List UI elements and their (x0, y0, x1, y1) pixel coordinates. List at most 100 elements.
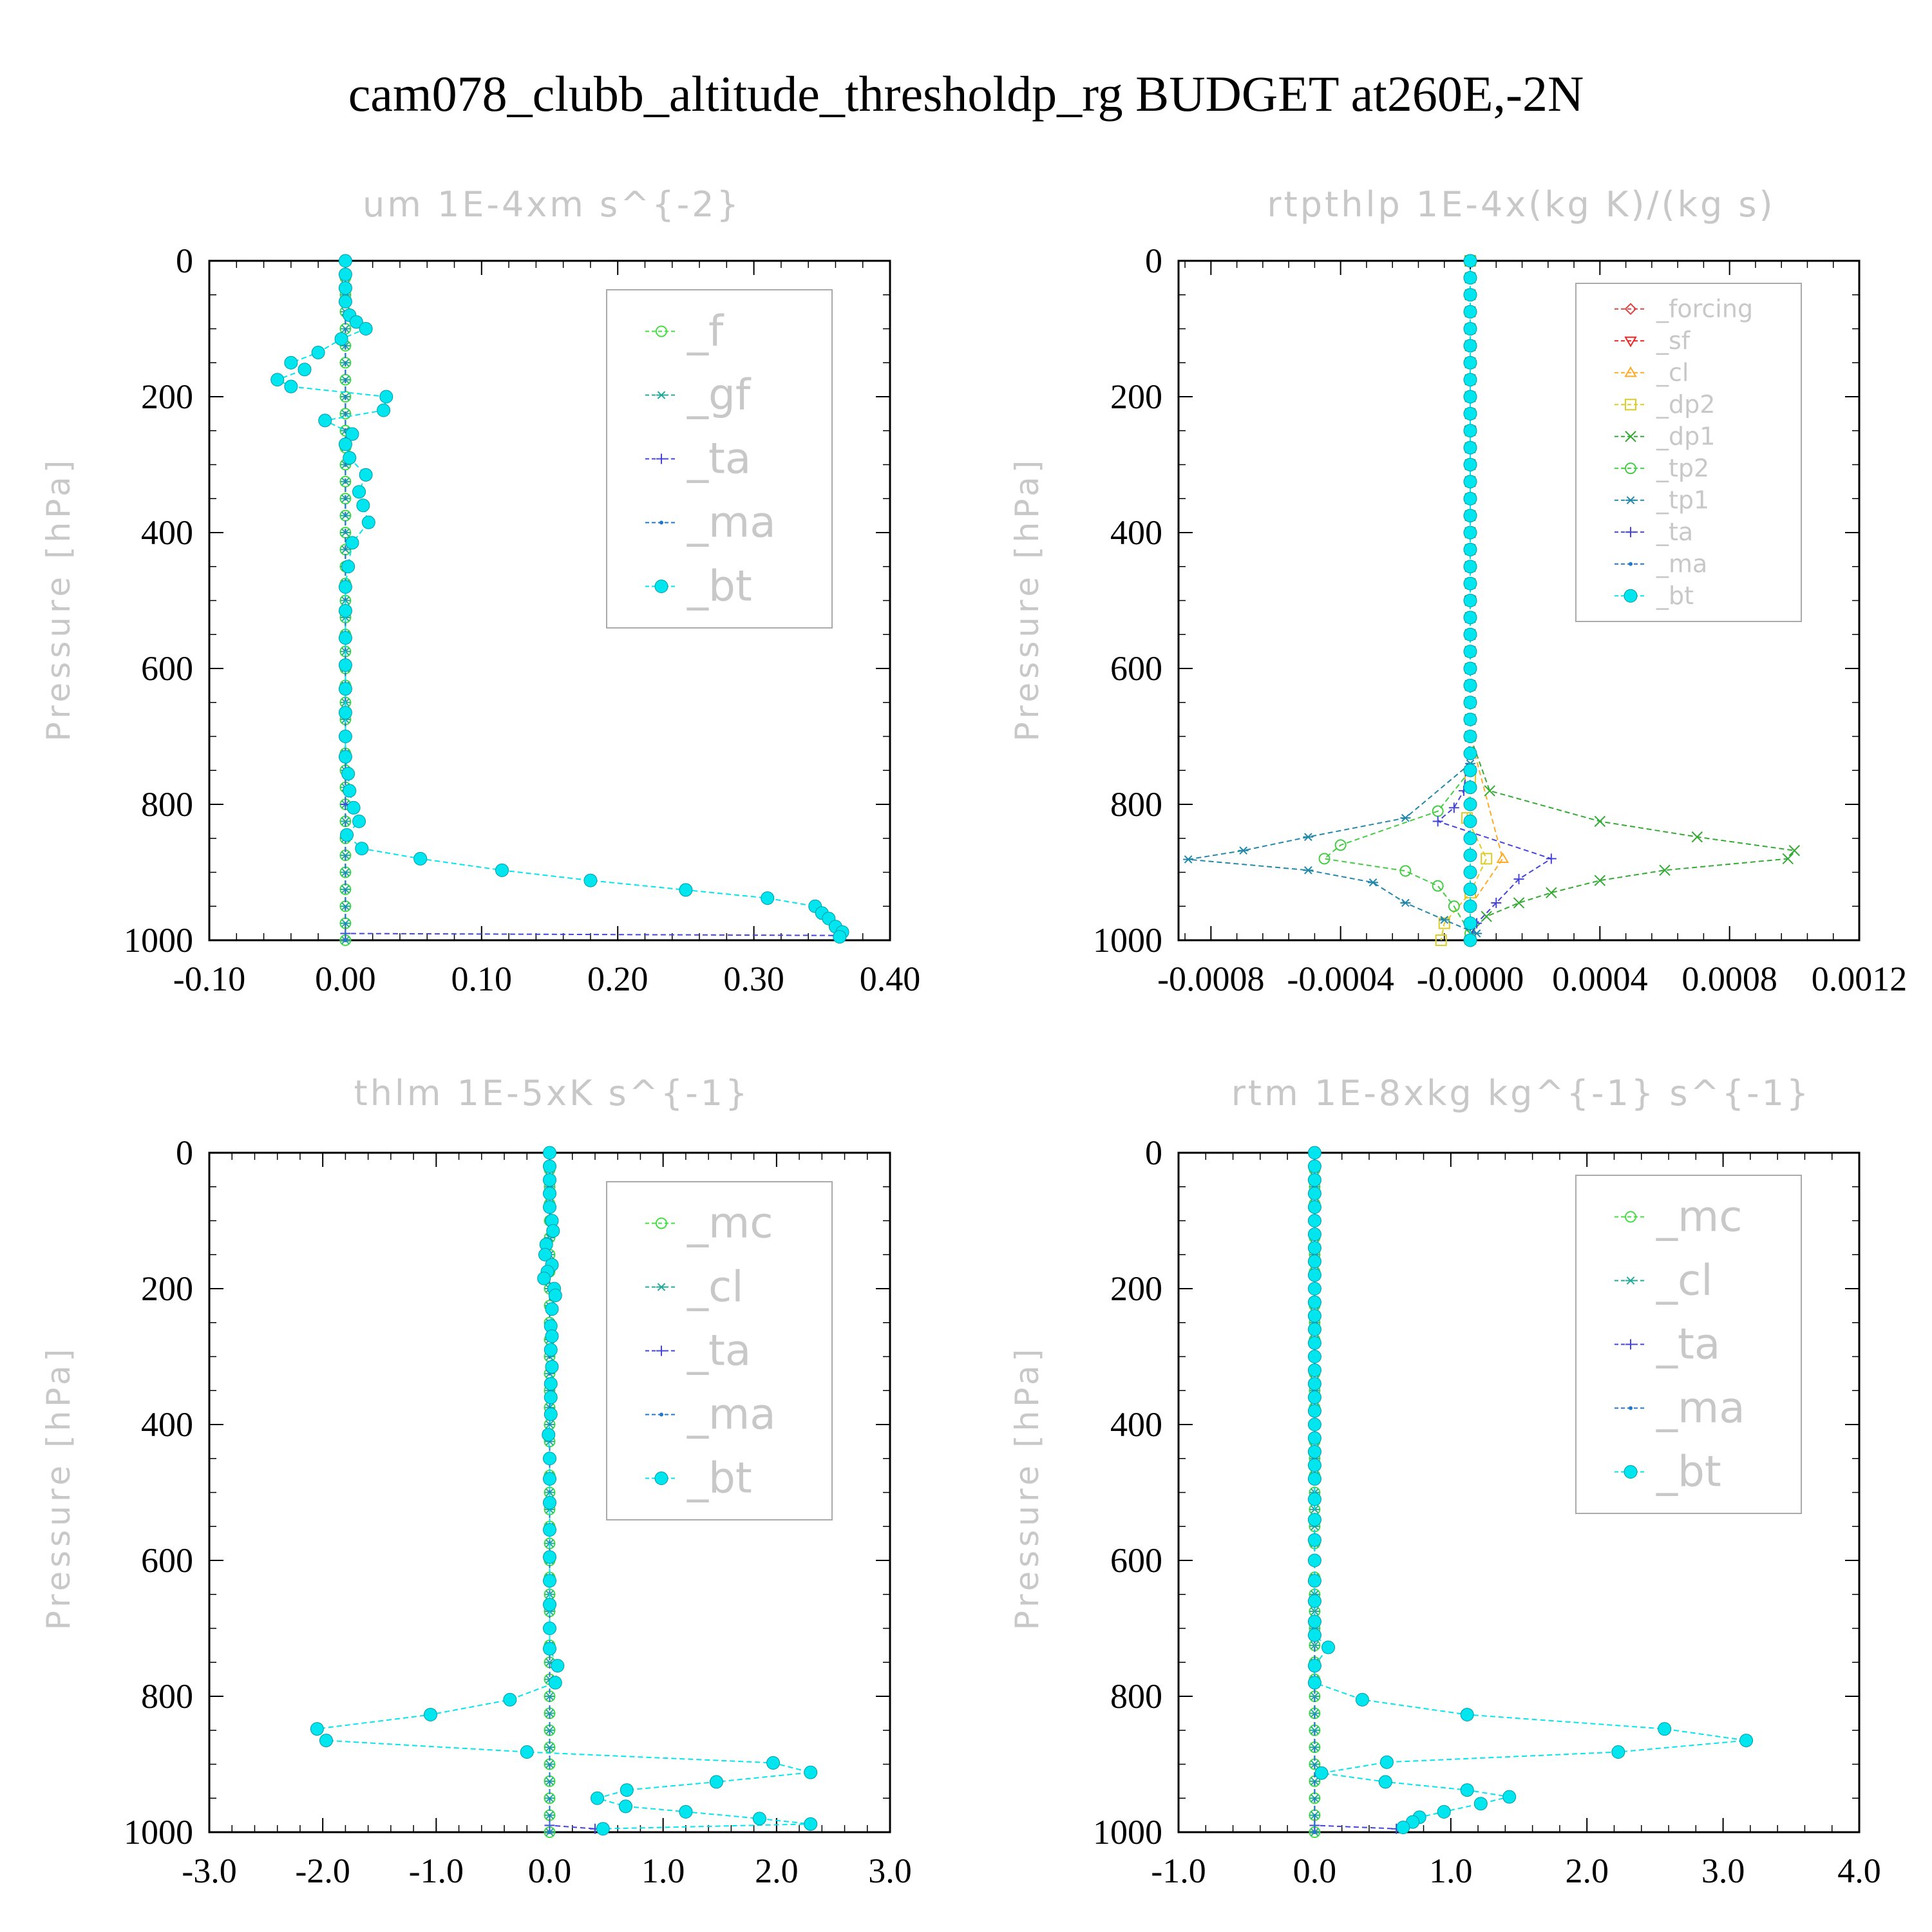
point-marker (1624, 303, 1637, 316)
point-marker (548, 1676, 562, 1690)
point-marker (659, 520, 663, 525)
point-marker (1463, 560, 1477, 574)
legend-item: _tp2 (1615, 454, 1709, 482)
point-marker (1307, 1173, 1321, 1187)
x-tick-label: -2.0 (295, 1852, 350, 1890)
point-marker (654, 580, 668, 593)
y-tick-label: 800 (1110, 785, 1162, 824)
point-marker (537, 1271, 551, 1285)
series-line (276, 261, 844, 938)
point-marker (1463, 322, 1477, 336)
x-tick-label: 0.30 (723, 960, 784, 998)
point-marker (1463, 848, 1477, 862)
point-marker (341, 767, 355, 781)
point-marker (1183, 855, 1194, 864)
point-marker (1307, 1336, 1321, 1350)
point-marker (1307, 1492, 1321, 1506)
point-marker (1396, 1821, 1410, 1835)
point-marker (1399, 865, 1412, 877)
legend-label: _cl (687, 1262, 744, 1311)
point-marker (1463, 763, 1477, 777)
point-marker (345, 427, 359, 441)
point-marker (1309, 1641, 1320, 1650)
point-marker (338, 254, 352, 268)
point-marker (1496, 852, 1510, 863)
y-axis-label: Pressure [hPa] (40, 457, 77, 742)
y-tick-label: 800 (1110, 1677, 1162, 1716)
legend-item: _sf (1615, 327, 1691, 355)
point-marker (543, 1495, 556, 1510)
point-marker (1379, 1755, 1394, 1769)
point-marker (338, 682, 352, 696)
point-marker (543, 1472, 556, 1486)
series-line (549, 1153, 596, 1830)
y-tick-label: 600 (141, 1541, 193, 1580)
point-marker (1484, 785, 1495, 797)
panel-title: rtpthlp 1E-4x(kg K)/(kg s) (1267, 184, 1775, 225)
legend-label: _bt (1656, 582, 1694, 610)
series-line (1314, 1153, 1397, 1830)
legend-label: _ma (1656, 549, 1707, 578)
point-marker (520, 1745, 534, 1759)
point-marker (543, 1186, 556, 1200)
point-marker (1463, 645, 1477, 659)
point-marker (1463, 730, 1477, 743)
legend-item: _cl (645, 1262, 744, 1311)
legend-item: _cl (1615, 1255, 1713, 1305)
point-marker (1307, 1513, 1321, 1527)
point-marker (338, 631, 352, 645)
x-tick-label: 3.0 (1701, 1852, 1745, 1890)
point-marker (1307, 1282, 1321, 1296)
point-marker (1625, 431, 1636, 442)
point-marker (1625, 496, 1636, 505)
point-marker (1307, 1377, 1321, 1391)
point-marker (1463, 627, 1477, 641)
point-marker (1463, 458, 1477, 471)
point-marker (1463, 746, 1477, 761)
point-marker (284, 379, 298, 393)
point-marker (1463, 355, 1477, 370)
point-marker (1307, 1676, 1321, 1690)
point-marker (543, 1622, 556, 1635)
point-marker (340, 828, 354, 842)
panel-title: rtm 1E-8xkg kg^{-1} s^{-1} (1231, 1073, 1812, 1113)
point-marker (659, 1412, 663, 1417)
x-tick-label: -3.0 (182, 1852, 236, 1890)
legend-item: _forcing (1615, 294, 1753, 323)
point-marker (1435, 934, 1447, 946)
point-marker (359, 468, 373, 482)
point-marker (284, 355, 298, 370)
point-marker (1307, 1472, 1321, 1486)
point-marker (349, 315, 363, 329)
point-marker (1438, 917, 1450, 929)
point-marker (1307, 1309, 1321, 1323)
point-marker (1625, 399, 1636, 411)
y-tick-label: 200 (141, 377, 193, 416)
point-marker (1307, 1659, 1321, 1673)
point-marker (543, 1574, 556, 1588)
point-marker (551, 1659, 565, 1673)
y-tick-label: 1000 (124, 921, 193, 960)
point-marker (1624, 589, 1638, 603)
point-marker (345, 536, 359, 550)
point-marker (1314, 1766, 1329, 1780)
point-marker (1463, 696, 1477, 710)
point-marker (543, 1200, 556, 1214)
point-marker (833, 930, 847, 944)
figure-title: cam078_clubb_altitude_thresholdp_rg BUDG… (348, 66, 1584, 122)
x-tick-label: 1.0 (1429, 1852, 1473, 1890)
point-marker (1307, 1431, 1321, 1445)
legend: _f _gf _ta _ma _bt (606, 289, 833, 629)
point-marker (343, 938, 348, 942)
point-marker (338, 294, 352, 308)
point-marker (1481, 911, 1492, 922)
point-marker (503, 1692, 517, 1707)
point-marker (340, 817, 351, 826)
y-tick-label: 400 (141, 1405, 193, 1444)
point-marker (377, 403, 391, 417)
point-marker (1307, 1594, 1321, 1608)
point-marker (343, 784, 357, 798)
point-marker (1307, 1615, 1321, 1629)
point-marker (1307, 1350, 1321, 1363)
